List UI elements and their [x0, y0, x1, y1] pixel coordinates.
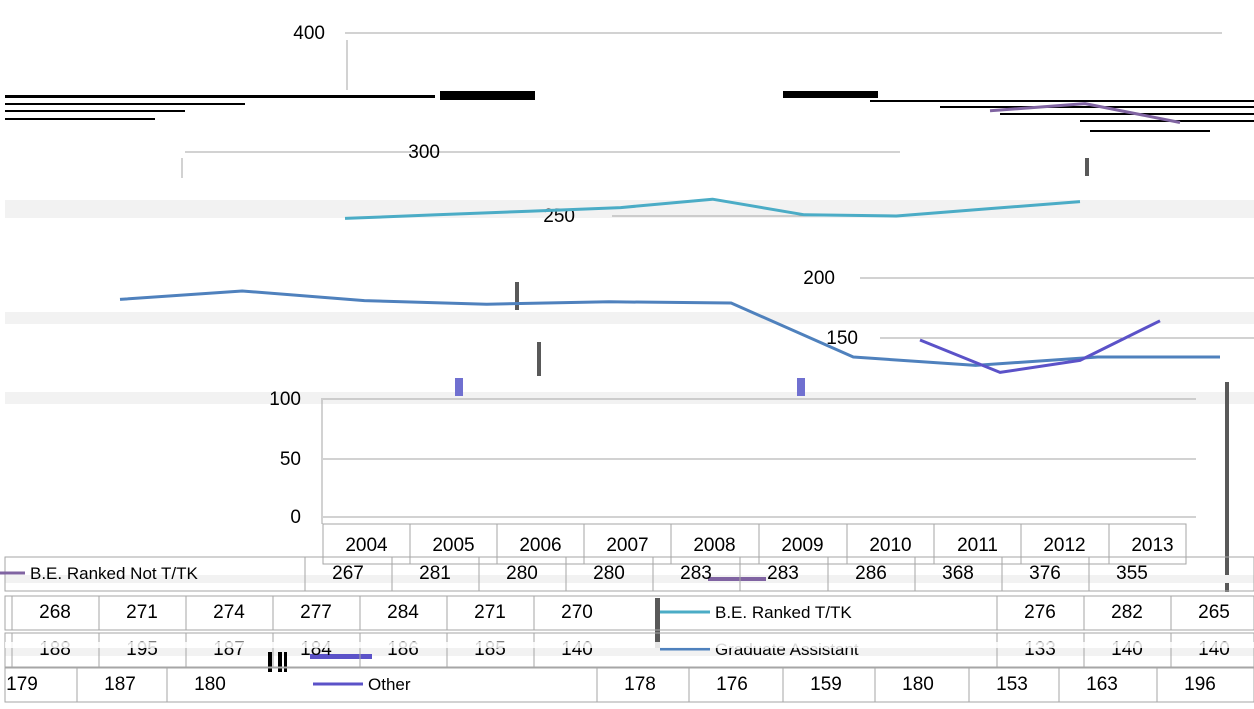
series-lines [119, 102, 1220, 374]
y-tick-label: 50 [280, 449, 301, 470]
table-cell-value: 180 [902, 674, 934, 695]
table-cell-value: 159 [810, 674, 842, 695]
table-cell-value: 280 [593, 563, 625, 584]
data-table-header: 2004 2005 2006 2007 2008 2009 2010 2011 2012 2013 [322, 523, 1187, 565]
table-cell-value: 176 [716, 674, 748, 695]
table-cell-value: 196 [1184, 674, 1216, 695]
table-row: Other 179 187 180 178 176 159 180 153 163 196 [4, 667, 1254, 703]
series-line [919, 319, 1161, 374]
table-cell-value: 277 [300, 602, 332, 623]
table-cell-value: 180 [194, 674, 226, 695]
table-row: B.E. Ranked T/TK 268 271 274 277 284 271 270 276… [4, 595, 1254, 631]
table-cell-value: 163 [1086, 674, 1118, 695]
table-cell-value: 368 [942, 563, 974, 584]
y-tick-label: 400 [293, 23, 325, 44]
series-line [989, 102, 1181, 124]
table-cell-value: 270 [561, 602, 593, 623]
y-tick-label: 200 [803, 268, 835, 289]
x-category-label: 2011 [957, 535, 998, 556]
render-artifact [5, 642, 1254, 648]
table-cell-value: 276 [1024, 602, 1056, 623]
table-cell-value: 274 [213, 602, 245, 623]
x-category-label: 2013 [1131, 535, 1173, 556]
table-cell-value: 283 [767, 563, 799, 584]
table-cell-value: 179 [6, 674, 38, 695]
table-cell-value: 284 [387, 602, 419, 623]
gridlines [181, 32, 1254, 524]
y-tick-label: 300 [408, 142, 440, 163]
x-category-label: 2012 [1043, 535, 1085, 556]
table-cell-value: 271 [126, 602, 158, 623]
series-line [344, 197, 1081, 220]
table-cell-value: 267 [332, 563, 364, 584]
x-category-label: 2007 [606, 535, 648, 556]
series-line [119, 289, 1220, 367]
x-category-label: 2004 [345, 535, 388, 556]
table-cell-value: 280 [506, 563, 538, 584]
table-row: B.E. Ranked Not T/TK 267 281 280 280 283 283 28… [0, 556, 1254, 592]
table-cell-value: 178 [624, 674, 656, 695]
table-cell-value: 286 [855, 563, 887, 584]
table-cell-value: 187 [104, 674, 136, 695]
table-cell-value: 283 [680, 563, 712, 584]
data-table-rows: B.E. Ranked Not T/TK 267 281 280 280 283 283 28… [0, 556, 1254, 703]
legend-entry: Other [368, 675, 411, 694]
table-cell-value: 268 [39, 602, 71, 623]
table-cell-value: 153 [996, 674, 1028, 695]
x-category-label: 2009 [781, 535, 823, 556]
y-tick-label: 100 [269, 389, 301, 410]
table-cell-value: 281 [419, 563, 451, 584]
table-cell-value: 355 [1116, 563, 1148, 584]
table-cell-value: 282 [1111, 602, 1143, 623]
x-category-label: 2008 [693, 535, 735, 556]
table-cell-value: 265 [1198, 602, 1230, 623]
legend-entry: B.E. Ranked T/TK [715, 603, 852, 622]
x-category-label: 2006 [519, 535, 561, 556]
y-tick-label: 0 [290, 507, 301, 528]
x-category-label: 2010 [869, 535, 911, 556]
x-category-label: 2005 [432, 535, 474, 556]
legend-entry: B.E. Ranked Not T/TK [30, 564, 199, 583]
render-artifacts [5, 91, 1254, 672]
table-cell-value: 376 [1029, 563, 1061, 584]
table-cell-value: 271 [474, 602, 506, 623]
y-tick-label: 150 [826, 328, 858, 349]
